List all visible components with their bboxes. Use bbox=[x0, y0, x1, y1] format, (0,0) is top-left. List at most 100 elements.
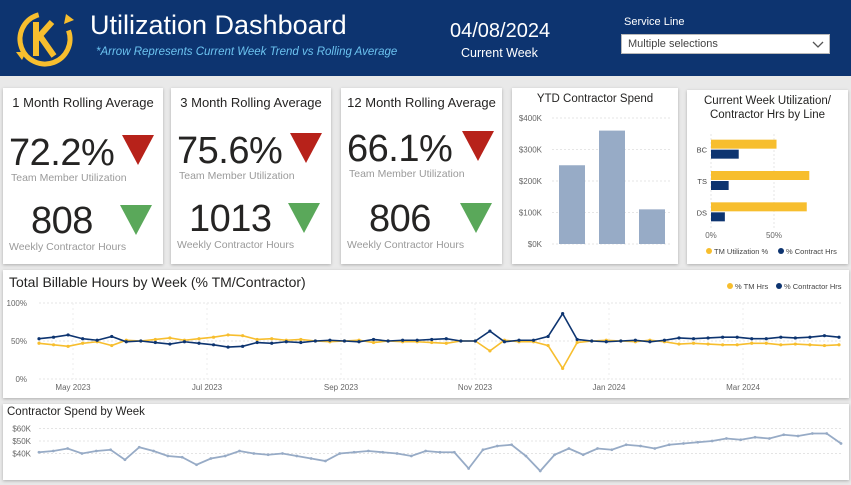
y-tick-label: 50% bbox=[11, 337, 27, 346]
data-point bbox=[561, 366, 565, 370]
data-point bbox=[195, 463, 198, 467]
data-point bbox=[750, 341, 754, 345]
data-point bbox=[619, 339, 623, 343]
trend-down-arrow-icon bbox=[122, 135, 154, 165]
data-point bbox=[575, 340, 579, 345]
data-point bbox=[546, 343, 550, 348]
data-point bbox=[424, 449, 428, 453]
data-point bbox=[561, 312, 565, 316]
y-tick-label: $50K bbox=[12, 437, 31, 446]
data-point bbox=[725, 437, 728, 440]
data-point bbox=[430, 337, 434, 342]
data-point bbox=[793, 336, 797, 340]
data-point bbox=[37, 341, 41, 345]
data-point bbox=[779, 335, 783, 339]
trend-down-arrow-icon bbox=[120, 205, 152, 235]
data-point bbox=[109, 448, 113, 452]
data-point bbox=[152, 449, 155, 453]
data-point bbox=[51, 449, 55, 453]
data-point bbox=[110, 343, 114, 348]
data-point bbox=[66, 333, 70, 337]
data-point bbox=[596, 447, 599, 450]
data-point bbox=[409, 454, 413, 458]
data-point bbox=[266, 453, 270, 457]
data-point bbox=[209, 457, 213, 460]
data-point bbox=[531, 338, 536, 342]
kpi-utilization-label: Team Member Utilization bbox=[349, 168, 465, 180]
y-tick-label: $40K bbox=[12, 450, 31, 459]
kpi-hours-label: Weekly Contractor Hours bbox=[177, 239, 295, 251]
data-point bbox=[366, 449, 370, 453]
data-point bbox=[438, 450, 442, 454]
trend-down-arrow-icon bbox=[462, 131, 494, 161]
spend-by-week-chart: $40K $50K $60K bbox=[12, 425, 843, 473]
category-label: DS bbox=[697, 208, 707, 217]
y-tick-label: $0K bbox=[528, 240, 543, 249]
legend-label: % TM Hrs bbox=[735, 282, 768, 291]
data-point bbox=[825, 432, 829, 435]
kpi-title: 12 Month Rolling Average bbox=[347, 95, 496, 110]
x-tick-label: Sep 2023 bbox=[324, 383, 359, 392]
data-point bbox=[324, 459, 327, 463]
chart-title: YTD Contractor Spend bbox=[536, 93, 654, 105]
data-point bbox=[653, 447, 657, 450]
data-point bbox=[677, 336, 681, 340]
legend-dot bbox=[706, 248, 712, 254]
data-point bbox=[255, 340, 259, 345]
data-point bbox=[546, 334, 550, 339]
data-point bbox=[197, 341, 201, 345]
data-point bbox=[706, 342, 710, 346]
chevron-down-icon[interactable] bbox=[811, 37, 825, 51]
data-point bbox=[299, 337, 303, 342]
kpi-card-12-month: 12 Month Rolling Average 66.1% Team Memb… bbox=[341, 88, 502, 264]
data-point bbox=[721, 335, 725, 339]
chart-title: Total Billable Hours by Week (% TM/Contr… bbox=[9, 274, 306, 290]
data-point bbox=[837, 335, 841, 339]
data-point bbox=[37, 337, 41, 341]
data-point bbox=[553, 453, 556, 457]
data-point bbox=[255, 337, 259, 342]
trend-down-arrow-icon bbox=[288, 203, 320, 233]
kpi-card-3-month: 3 Month Rolling Average 75.6% Team Membe… bbox=[171, 88, 331, 264]
data-point bbox=[495, 444, 499, 448]
data-point bbox=[610, 448, 614, 452]
data-point bbox=[241, 344, 245, 348]
kpi-title: 3 Month Rolling Average bbox=[180, 95, 322, 110]
data-point bbox=[211, 335, 216, 339]
data-point bbox=[782, 433, 786, 437]
data-point bbox=[357, 340, 361, 344]
data-point bbox=[779, 343, 783, 347]
data-point bbox=[371, 337, 376, 342]
ytd-spend-card: YTD Contractor Spend $0K $100K $200K $300K $… bbox=[512, 88, 678, 264]
data-point bbox=[808, 343, 812, 347]
kpi-hours-label: Weekly Contractor Hours bbox=[347, 239, 465, 251]
data-point bbox=[123, 458, 127, 462]
data-point bbox=[764, 341, 768, 345]
x-tick-label: May 2023 bbox=[55, 383, 91, 392]
data-point bbox=[94, 449, 98, 453]
data-point bbox=[691, 337, 696, 341]
bar bbox=[559, 165, 585, 244]
data-point bbox=[510, 443, 514, 447]
kpi-utilization-value: 75.6% bbox=[177, 130, 283, 172]
y-tick-label: $200K bbox=[519, 177, 543, 186]
data-point bbox=[677, 342, 681, 346]
x-tick-label: 0% bbox=[705, 231, 717, 240]
data-point bbox=[750, 337, 754, 341]
ytd-spend-chart: $0K $100K $200K $300K $400K bbox=[519, 114, 672, 249]
service-line-dropdown[interactable]: Multiple selections bbox=[621, 34, 830, 54]
current-date: 04/08/2024 bbox=[450, 20, 551, 42]
data-point bbox=[139, 339, 143, 343]
data-point bbox=[822, 334, 827, 338]
data-point bbox=[124, 340, 128, 344]
data-point bbox=[386, 339, 390, 343]
data-point bbox=[822, 343, 827, 348]
kpi-hours-value: 808 bbox=[31, 200, 93, 242]
legend-dot bbox=[727, 283, 733, 289]
data-point bbox=[153, 337, 157, 342]
data-point bbox=[667, 443, 671, 447]
page-subtitle: *Arrow Represents Current Week Trend vs … bbox=[96, 46, 398, 58]
data-point bbox=[415, 338, 419, 342]
data-point bbox=[223, 454, 227, 458]
data-point bbox=[735, 335, 739, 339]
